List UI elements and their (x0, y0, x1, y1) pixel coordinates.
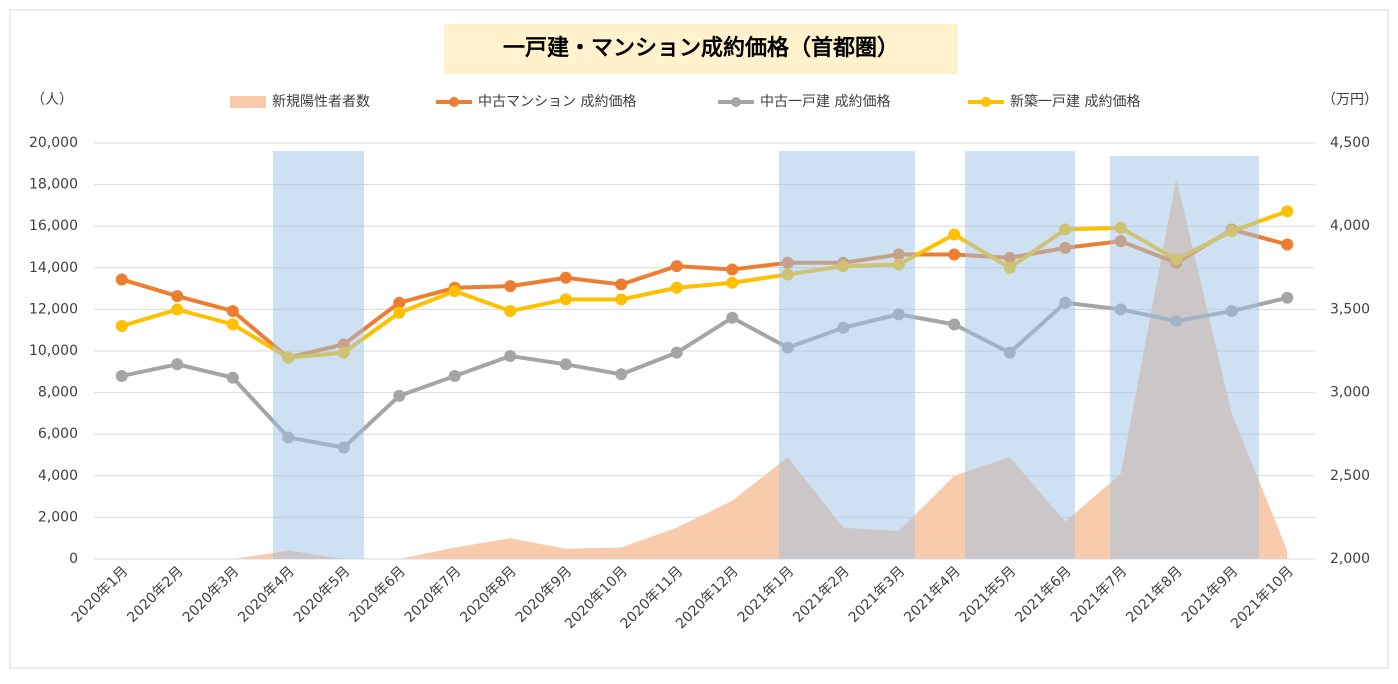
point (948, 228, 961, 241)
point (948, 318, 961, 331)
point (226, 305, 239, 318)
point (948, 248, 961, 261)
y2-tick-label: 3,000 (1330, 385, 1370, 401)
point (670, 260, 683, 273)
y-tick-label: 8,000 (38, 385, 78, 401)
shaded-periods (273, 151, 1259, 559)
shaded-period (965, 151, 1075, 559)
point (504, 280, 517, 293)
y2-tick-label: 4,500 (1330, 135, 1370, 151)
point (226, 371, 239, 384)
legend-label: 中古一戸建 成約価格 (760, 94, 890, 110)
point (115, 369, 128, 382)
point (448, 285, 461, 298)
title-box (444, 24, 958, 74)
legend-swatch (449, 97, 459, 107)
legend-swatch (731, 97, 741, 107)
point (559, 358, 572, 371)
point (726, 276, 739, 289)
point (504, 349, 517, 362)
y-tick-label: 4,000 (38, 468, 78, 484)
point (504, 305, 517, 318)
y-tick-label: 2,000 (38, 509, 78, 525)
point (559, 293, 572, 306)
y-tick-label: 10,000 (29, 343, 78, 359)
shaded-period (273, 151, 364, 559)
y2-tick-label: 4,000 (1330, 218, 1370, 234)
legend-swatch (230, 96, 266, 108)
point (393, 296, 406, 309)
y-tick-label: 0 (69, 551, 78, 567)
legend-label: 中古マンション 成約価格 (478, 94, 636, 110)
point (226, 318, 239, 331)
y-tick-label: 6,000 (38, 426, 78, 442)
point (171, 358, 184, 371)
point (726, 311, 739, 324)
shaded-period (1110, 156, 1259, 559)
point (670, 281, 683, 294)
legend-label: 新規陽性者者数 (272, 94, 370, 110)
y-tick-label: 12,000 (29, 301, 78, 317)
point (115, 273, 128, 286)
y2-tick-label: 2,500 (1330, 468, 1370, 484)
y-axis-label: （人） (31, 92, 73, 108)
point (559, 271, 572, 284)
point (726, 263, 739, 276)
point (448, 369, 461, 382)
y2-tick-label: 2,000 (1330, 551, 1370, 567)
y-tick-label: 18,000 (29, 177, 78, 193)
point (1281, 205, 1294, 218)
point (615, 293, 628, 306)
y2-axis-label: （万円） (1322, 92, 1378, 108)
legend-swatch (981, 97, 991, 107)
point (393, 389, 406, 402)
y-tick-label: 16,000 (29, 218, 78, 234)
point (1281, 291, 1294, 304)
point (171, 303, 184, 316)
point (615, 368, 628, 381)
point (393, 306, 406, 319)
shaded-period (779, 151, 915, 559)
legend-label: 新築一戸建 成約価格 (1010, 94, 1140, 110)
y-tick-label: 14,000 (29, 260, 78, 276)
y-tick-label: 20,000 (29, 135, 78, 151)
chart-title: 一戸建・マンション成約価格（首都圏） (503, 35, 899, 61)
point (1281, 238, 1294, 251)
point (615, 278, 628, 291)
point (115, 320, 128, 333)
point (171, 290, 184, 303)
y2-tick-label: 3,500 (1330, 301, 1370, 317)
point (670, 346, 683, 359)
